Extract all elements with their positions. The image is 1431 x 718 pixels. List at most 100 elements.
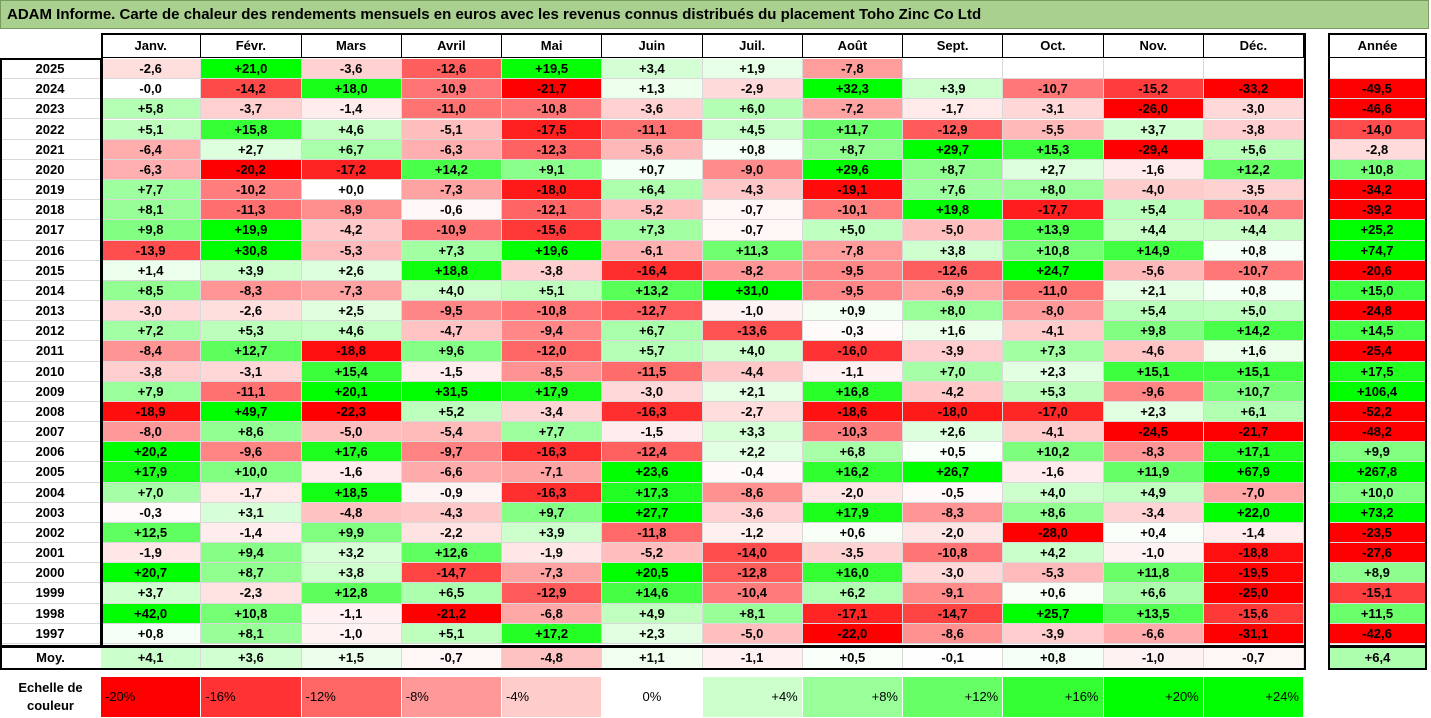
heatmap-cell: -4,8 — [301, 502, 402, 523]
annual-cell: +8,9 — [1329, 563, 1426, 584]
heatmap-cell: -9,6 — [1103, 381, 1204, 402]
heatmap-cell: -5,5 — [1003, 119, 1104, 140]
heatmap-cell: +17,2 — [502, 623, 603, 644]
heatmap-cell: +8,5 — [101, 280, 202, 302]
heatmap-cell: -21,2 — [401, 603, 502, 624]
heatmap-cell: -20,2 — [201, 159, 302, 180]
heatmap-cell: +7,3 — [401, 240, 502, 261]
heatmap-cell: +6,1 — [1203, 401, 1304, 423]
heatmap-cell: +0,6 — [1003, 583, 1104, 604]
heatmap-cell: -6,6 — [1103, 623, 1204, 644]
heatmap-cell: -11,8 — [602, 522, 703, 544]
heatmap-cell: +3,9 — [201, 260, 302, 281]
heatmap-cell: -7,8 — [802, 59, 903, 80]
heatmap-cell: +1,6 — [1203, 341, 1304, 362]
heatmap-cell: -7,8 — [802, 240, 903, 261]
row-year-label: 2017 — [0, 220, 101, 241]
heatmap-cell: -19,5 — [1203, 563, 1304, 584]
chart-title: ADAM Informe. Carte de chaleur des rende… — [0, 0, 1429, 29]
heatmap-cell: -12,3 — [502, 139, 603, 160]
scale-swatch: +16% — [1003, 677, 1104, 717]
heatmap-cell: -3,9 — [1003, 623, 1104, 644]
heatmap-cell: +9,8 — [1103, 321, 1204, 342]
row-year-label: 2001 — [0, 543, 101, 564]
annual-cell: +74,7 — [1329, 240, 1426, 261]
heatmap-cell: +3,3 — [702, 422, 803, 443]
heatmap-cell: +12,2 — [1203, 159, 1304, 180]
heatmap-cell: +7,7 — [502, 422, 603, 443]
heatmap-cell: +6,4 — [602, 180, 703, 201]
heatmap-cell: +3,8 — [903, 240, 1004, 261]
average-cell: +1,5 — [301, 647, 402, 669]
month-header: Nov. — [1103, 34, 1204, 58]
heatmap-cell: -0,0 — [101, 79, 202, 100]
heatmap-cell: -10,8 — [502, 301, 603, 322]
heatmap-cell: -10,8 — [502, 99, 603, 120]
heatmap-cell: +10,2 — [1003, 442, 1104, 463]
heatmap-cell: -3,6 — [602, 99, 703, 120]
heatmap-cell: -4,6 — [1103, 341, 1204, 362]
heatmap-cell: -0,3 — [802, 321, 903, 342]
heatmap-cell: -3,8 — [1203, 119, 1304, 140]
average-cell: +0,5 — [802, 647, 903, 669]
heatmap-cell: -18,6 — [802, 401, 903, 423]
heatmap-cell: +7,0 — [101, 482, 202, 503]
scale-swatch: +20% — [1103, 677, 1204, 717]
heatmap-cell: +27,7 — [602, 502, 703, 523]
heatmap-cell: -18,0 — [903, 401, 1004, 423]
heatmap-cell: -10,4 — [702, 583, 803, 604]
annual-cell: +15,0 — [1329, 280, 1426, 302]
heatmap-cell: -9,5 — [802, 260, 903, 281]
heatmap-cell: -5,3 — [1003, 563, 1104, 584]
heatmap-cell: -3,4 — [1103, 502, 1204, 523]
heatmap-cell: -0,6 — [401, 200, 502, 221]
heatmap-cell: -9,1 — [903, 583, 1004, 604]
heatmap-cell: +2,3 — [1003, 361, 1104, 382]
heatmap-cell: +2,2 — [702, 442, 803, 463]
heatmap-cell: -6,3 — [101, 159, 202, 180]
heatmap-cell: -21,7 — [1203, 422, 1304, 443]
heatmap-cell: +8,0 — [1003, 180, 1104, 201]
heatmap-cell: -2,9 — [702, 79, 803, 100]
heatmap-cell: +0,7 — [602, 159, 703, 180]
heatmap-cell: -9,7 — [401, 442, 502, 463]
heatmap-cell: -2,0 — [802, 482, 903, 503]
heatmap-cell: -10,7 — [1003, 79, 1104, 100]
month-header: Sept. — [903, 34, 1004, 58]
heatmap-cell: -5,0 — [702, 623, 803, 644]
heatmap-cell: +20,2 — [101, 442, 202, 463]
heatmap-cell: -5,3 — [301, 240, 402, 261]
annual-cell — [1329, 59, 1426, 80]
heatmap-cell: +8,1 — [101, 200, 202, 221]
heatmap-cell: +17,9 — [802, 502, 903, 523]
heatmap-cell: -31,1 — [1203, 623, 1304, 644]
heatmap-cell: -13,9 — [101, 240, 202, 261]
annual-cell: +10,8 — [1329, 159, 1426, 180]
heatmap-cell: +0,0 — [301, 180, 402, 201]
heatmap-cell: +0,6 — [802, 522, 903, 544]
heatmap-cell: -4,4 — [702, 361, 803, 382]
heatmap-cell: -5,6 — [602, 139, 703, 160]
heatmap-cell: -1,2 — [702, 522, 803, 544]
row-year-label: 2009 — [0, 381, 101, 402]
heatmap-cell: +13,5 — [1103, 603, 1204, 624]
heatmap-cell: +15,1 — [1203, 361, 1304, 382]
month-header: Août — [802, 34, 903, 58]
annual-cell: -24,8 — [1329, 301, 1426, 322]
heatmap-cell: +11,7 — [802, 119, 903, 140]
heatmap-cell: -22,3 — [301, 401, 402, 423]
heatmap-cell: +3,2 — [301, 543, 402, 564]
heatmap-cell: +16,2 — [802, 462, 903, 483]
annual-cell: +10,0 — [1329, 482, 1426, 503]
row-year-label: 2014 — [0, 280, 101, 302]
heatmap-cell: +9,4 — [201, 543, 302, 564]
heatmap-cell: -1,0 — [702, 301, 803, 322]
scale-swatch: +24% — [1203, 677, 1304, 717]
heatmap-cell: -3,0 — [1203, 99, 1304, 120]
heatmap-cell: +31,5 — [401, 381, 502, 402]
heatmap-cell: +25,7 — [1003, 603, 1104, 624]
heatmap-cell: -4,2 — [301, 220, 402, 241]
heatmap-cell: +4,4 — [1203, 220, 1304, 241]
heatmap-cell: +4,2 — [1003, 543, 1104, 564]
heatmap-cell: +3,7 — [1103, 119, 1204, 140]
